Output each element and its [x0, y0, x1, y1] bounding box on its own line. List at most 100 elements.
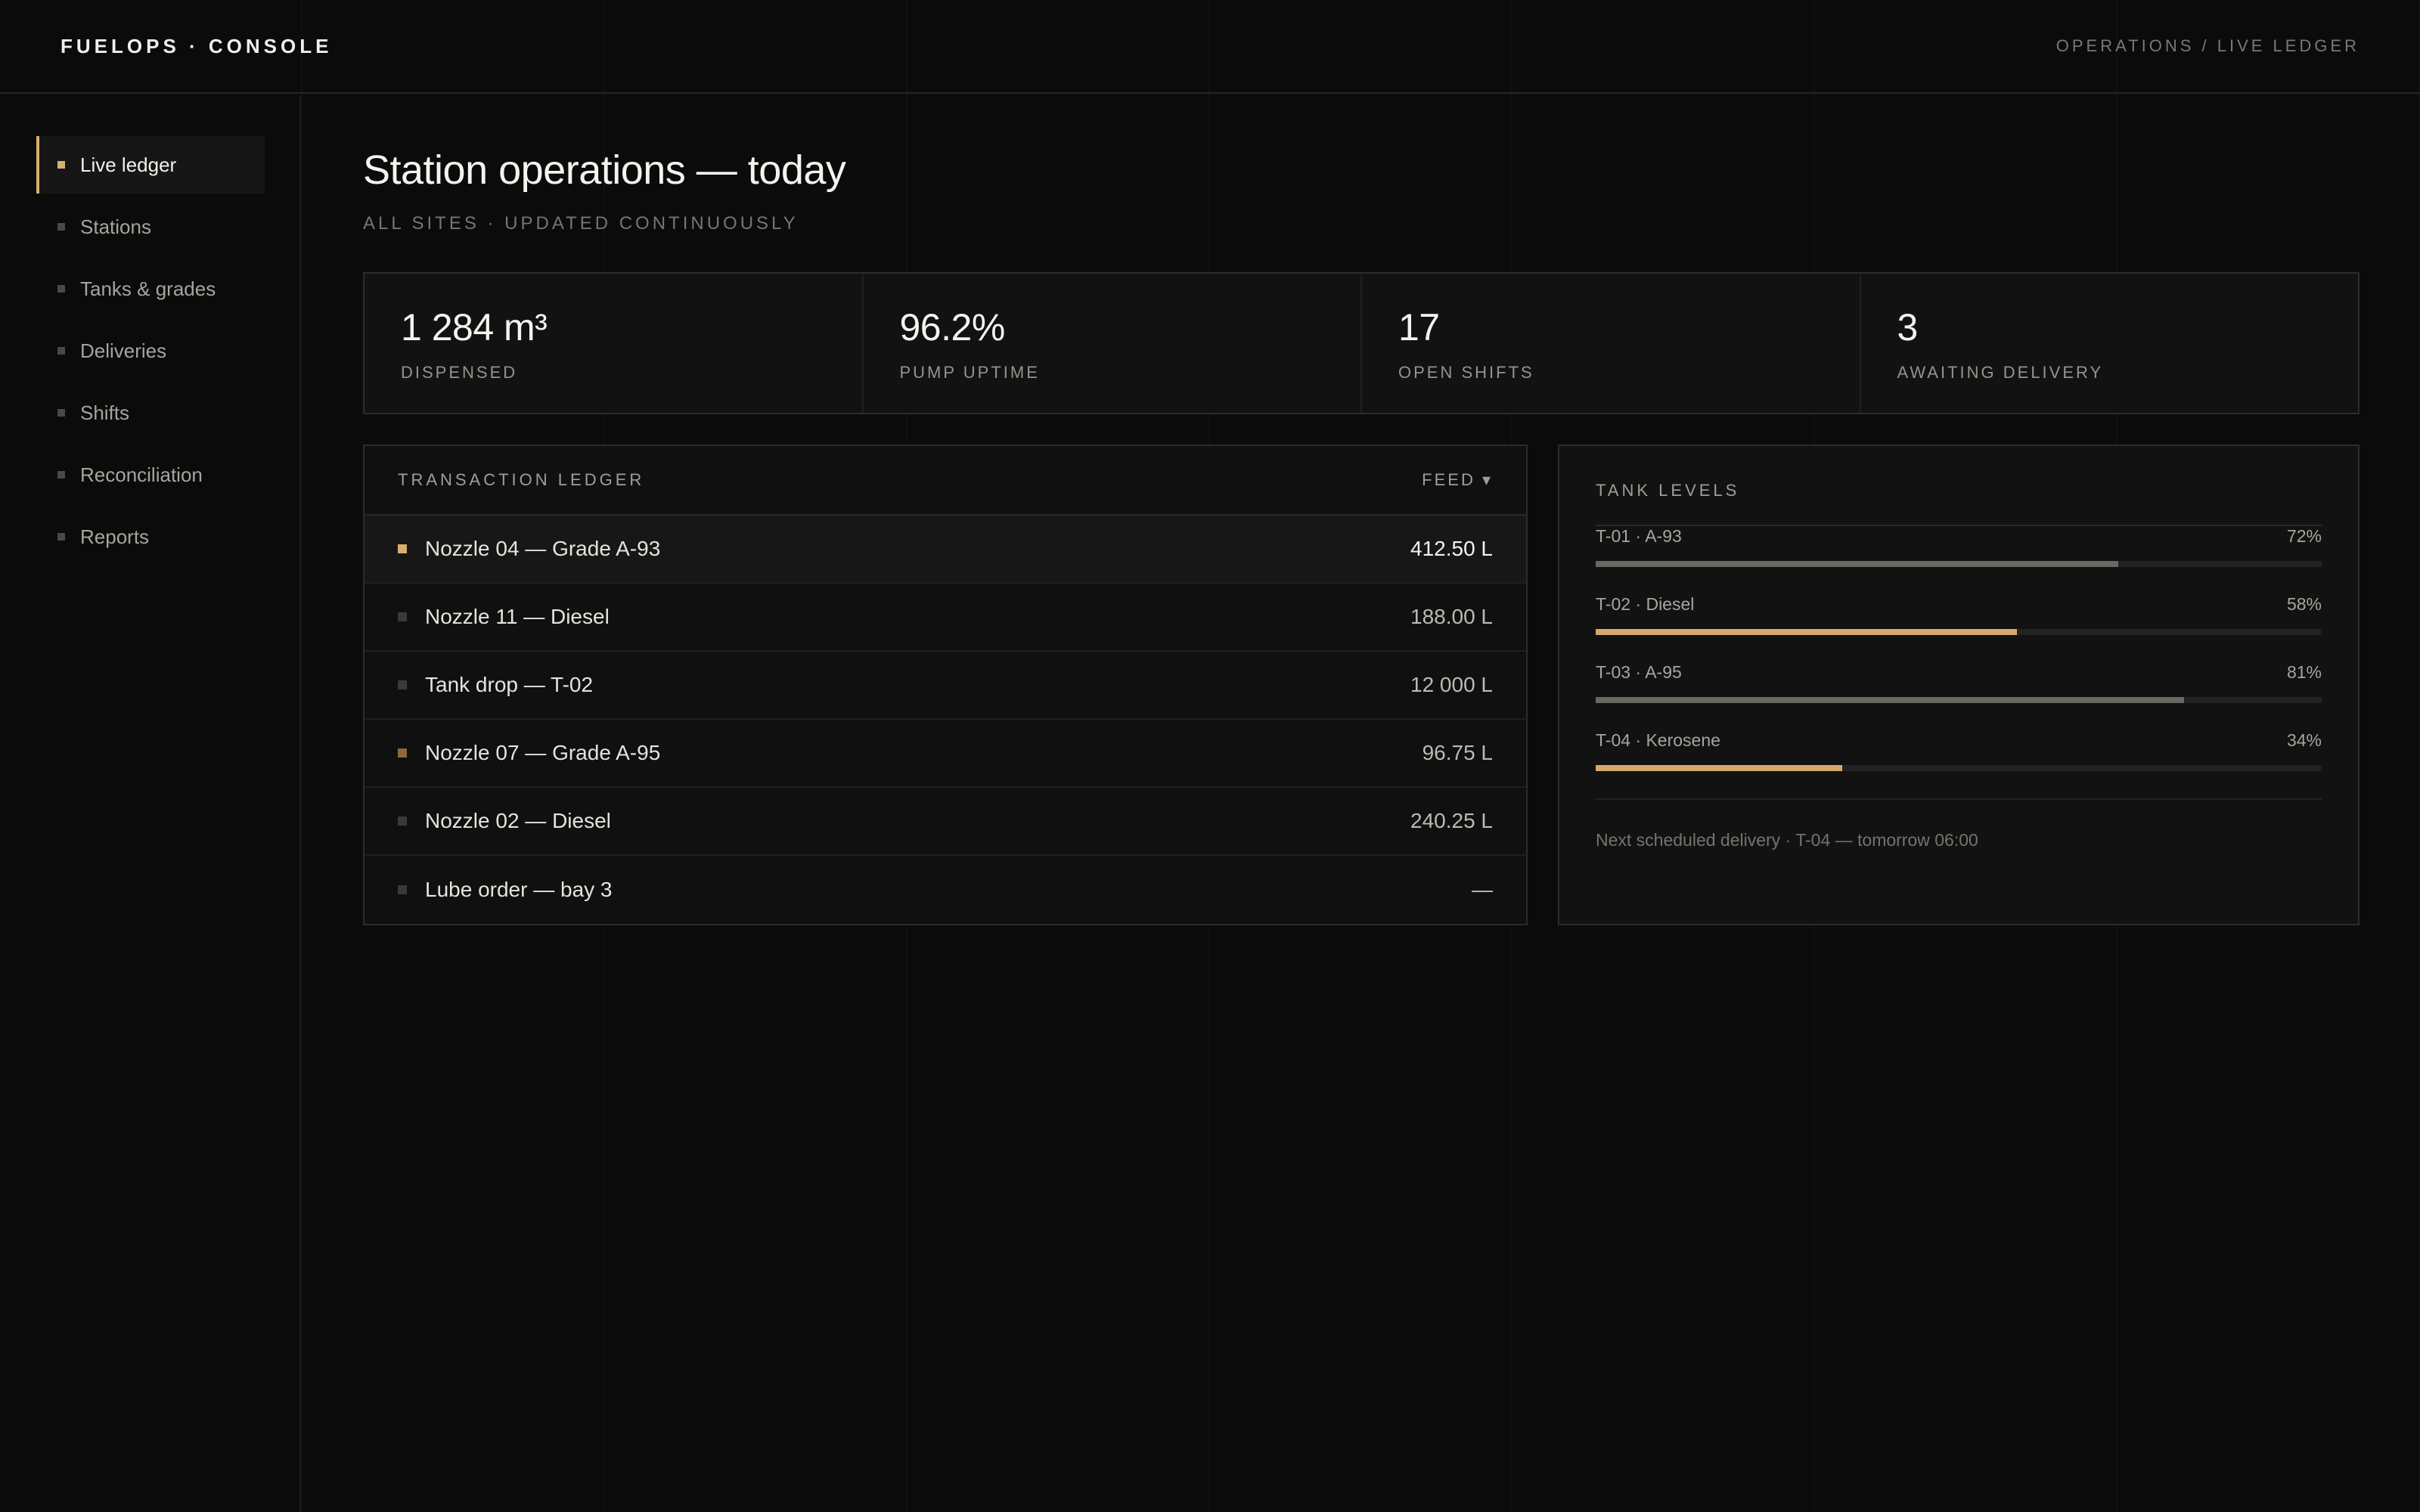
tank-levels-panel: TANK LEVELS T-01 · A-93 72% T-02 · Diese… — [1558, 445, 2360, 925]
tank-row: T-04 · Kerosene 34% — [1596, 730, 2322, 751]
ledger-row-left: Lube order — bay 3 — [398, 878, 613, 902]
ledger-header: TRANSACTION LEDGER FEED ▾ — [365, 446, 1526, 516]
ledger-row-label: Nozzle 02 — Diesel — [425, 809, 611, 832]
page-subtitle: ALL SITES · UPDATED CONTINUOUSLY — [363, 213, 799, 234]
tank-item: T-03 · A-95 81% — [1596, 662, 2322, 730]
sidebar-item-label: Deliveries — [80, 339, 167, 362]
tank-percent: 58% — [2286, 594, 2322, 614]
tank-level-fill — [1596, 561, 2119, 567]
tank-percent: 81% — [2286, 662, 2322, 682]
tank-name: T-03 · A-95 — [1596, 662, 1682, 682]
status-square-icon — [398, 885, 407, 894]
tank-list: T-01 · A-93 72% T-02 · Diesel 58% — [1596, 525, 2322, 798]
stat-label: DISPENSED — [401, 363, 518, 382]
ledger-row-value: 412.50 L — [1410, 537, 1493, 560]
ledger-row-value: 188.00 L — [1410, 605, 1493, 628]
tank-level-bar — [1596, 561, 2322, 567]
ledger-row-label: Nozzle 11 — Diesel — [425, 605, 610, 628]
stat-open-shifts: 17 OPEN SHIFTS — [1362, 274, 1861, 413]
tank-level-bar — [1596, 629, 2322, 635]
stat-dispensed: 1 284 m³ DISPENSED — [365, 274, 864, 413]
tank-row: T-01 · A-93 72% — [1596, 526, 2322, 547]
square-bullet-icon — [57, 285, 65, 293]
tank-name: T-02 · Diesel — [1596, 594, 1695, 614]
stat-value: 3 — [1897, 306, 1919, 349]
tank-item: T-02 · Diesel 58% — [1596, 594, 2322, 662]
sidebar-item-live-ledger[interactable]: Live ledger — [36, 136, 265, 194]
stat-awaiting-delivery: 3 AWAITING DELIVERY — [1861, 274, 2359, 413]
sidebar: Live ledger Stations Tanks & grades Deli… — [0, 95, 301, 1512]
tank-level-fill — [1596, 697, 2184, 703]
sidebar-item-label: Stations — [80, 215, 151, 238]
ledger-row-left: Nozzle 02 — Diesel — [398, 809, 611, 833]
stat-label: OPEN SHIFTS — [1398, 363, 1534, 382]
tank-level-fill — [1596, 629, 2017, 635]
stat-label: AWAITING DELIVERY — [1897, 363, 2104, 382]
ledger-row-label: Lube order — bay 3 — [425, 878, 613, 901]
ledger-row[interactable]: Nozzle 07 — Grade A-95 96.75 L — [365, 720, 1526, 788]
stat-value: 96.2% — [899, 306, 1006, 349]
feed-dropdown[interactable]: FEED ▾ — [1422, 470, 1493, 489]
status-square-icon — [398, 816, 407, 826]
top-bar: FUELOPS · CONSOLE OPERATIONS / LIVE LEDG… — [0, 0, 2420, 94]
sidebar-item-reconciliation[interactable]: Reconciliation — [36, 446, 265, 503]
stats-strip: 1 284 m³ DISPENSED 96.2% PUMP UPTIME 17 … — [363, 272, 2360, 414]
sidebar-item-stations[interactable]: Stations — [36, 198, 265, 256]
ledger-row-label: Nozzle 07 — Grade A-95 — [425, 741, 661, 764]
ledger-row-value: 12 000 L — [1410, 673, 1493, 696]
main-content: Station operations — today ALL SITES · U… — [363, 95, 2360, 925]
status-square-icon — [398, 748, 407, 758]
ledger-row[interactable]: Lube order — bay 3 — — [365, 856, 1526, 924]
tank-row: T-02 · Diesel 58% — [1596, 594, 2322, 615]
ledger-row-left: Tank drop — T-02 — [398, 673, 593, 697]
ledger-row[interactable]: Tank drop — T-02 12 000 L — [365, 652, 1526, 720]
status-square-icon — [398, 680, 407, 689]
brand-logo: FUELOPS · CONSOLE — [60, 34, 333, 57]
ledger-row[interactable]: Nozzle 11 — Diesel 188.00 L — [365, 584, 1526, 652]
ledger-title: TRANSACTION LEDGER — [398, 470, 645, 489]
ledger-row[interactable]: Nozzle 04 — Grade A-93 412.50 L — [365, 516, 1526, 584]
sidebar-item-reports[interactable]: Reports — [36, 508, 265, 565]
sidebar-item-label: Live ledger — [80, 153, 177, 176]
sidebar-item-label: Shifts — [80, 401, 130, 424]
ledger-row[interactable]: Nozzle 02 — Diesel 240.25 L — [365, 788, 1526, 856]
tank-percent: 34% — [2286, 730, 2322, 750]
sidebar-item-tanks-grades[interactable]: Tanks & grades — [36, 260, 265, 318]
tank-level-bar — [1596, 765, 2322, 771]
tank-percent: 72% — [2286, 526, 2322, 546]
stat-label: PUMP UPTIME — [899, 363, 1040, 382]
square-bullet-icon — [57, 161, 65, 169]
ledger-row-label: Tank drop — T-02 — [425, 673, 594, 696]
square-bullet-icon — [57, 409, 65, 417]
tank-item: T-01 · A-93 72% — [1596, 526, 2322, 594]
sidebar-item-label: Reconciliation — [80, 463, 203, 486]
stat-value: 1 284 m³ — [401, 306, 548, 349]
sidebar-item-shifts[interactable]: Shifts — [36, 384, 265, 442]
status-square-icon — [398, 544, 407, 553]
stat-value: 17 — [1398, 306, 1440, 349]
ledger-row-value: 240.25 L — [1410, 809, 1493, 832]
square-bullet-icon — [57, 347, 65, 355]
tank-item: T-04 · Kerosene 34% — [1596, 730, 2322, 798]
tank-levels-title: TANK LEVELS — [1596, 481, 1740, 500]
page-title: Station operations — today — [363, 147, 846, 193]
status-square-icon — [398, 612, 407, 621]
stat-pump-uptime: 96.2% PUMP UPTIME — [864, 274, 1362, 413]
ledger-row-value: — — [1472, 878, 1493, 901]
tank-level-fill — [1596, 765, 1843, 771]
ledger-row-left: Nozzle 04 — Grade A-93 — [398, 537, 660, 561]
square-bullet-icon — [57, 471, 65, 479]
sidebar-item-label: Reports — [80, 525, 150, 548]
sidebar-item-deliveries[interactable]: Deliveries — [36, 322, 265, 380]
square-bullet-icon — [57, 223, 65, 231]
ledger-row-label: Nozzle 04 — Grade A-93 — [425, 537, 661, 560]
ledger-row-value: 96.75 L — [1422, 741, 1493, 764]
tank-name: T-04 · Kerosene — [1596, 730, 1720, 750]
breadcrumb: OPERATIONS / LIVE LEDGER — [2055, 36, 2360, 55]
sidebar-item-label: Tanks & grades — [80, 277, 216, 300]
next-delivery-note: Next scheduled delivery · T-04 — tomorro… — [1596, 830, 1978, 850]
transaction-ledger-panel: TRANSACTION LEDGER FEED ▾ Nozzle 04 — Gr… — [363, 445, 1528, 925]
ledger-row-left: Nozzle 11 — Diesel — [398, 605, 610, 629]
tank-name: T-01 · A-93 — [1596, 526, 1682, 546]
divider — [1596, 798, 2322, 800]
